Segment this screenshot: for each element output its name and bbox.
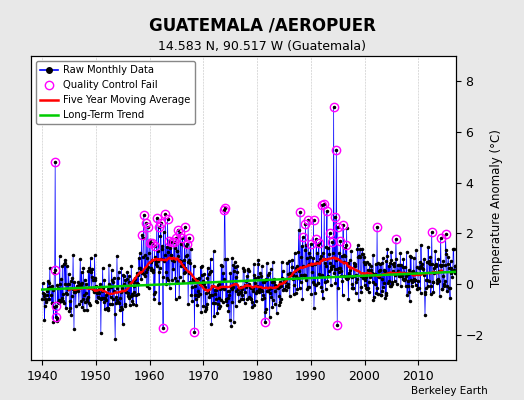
- Legend: Raw Monthly Data, Quality Control Fail, Five Year Moving Average, Long-Term Tren: Raw Monthly Data, Quality Control Fail, …: [37, 61, 195, 124]
- Text: 14.583 N, 90.517 W (Guatemala): 14.583 N, 90.517 W (Guatemala): [158, 40, 366, 53]
- Text: Berkeley Earth: Berkeley Earth: [411, 386, 487, 396]
- Text: GUATEMALA /AEROPUER: GUATEMALA /AEROPUER: [149, 16, 375, 34]
- Y-axis label: Temperature Anomaly (°C): Temperature Anomaly (°C): [489, 129, 503, 287]
